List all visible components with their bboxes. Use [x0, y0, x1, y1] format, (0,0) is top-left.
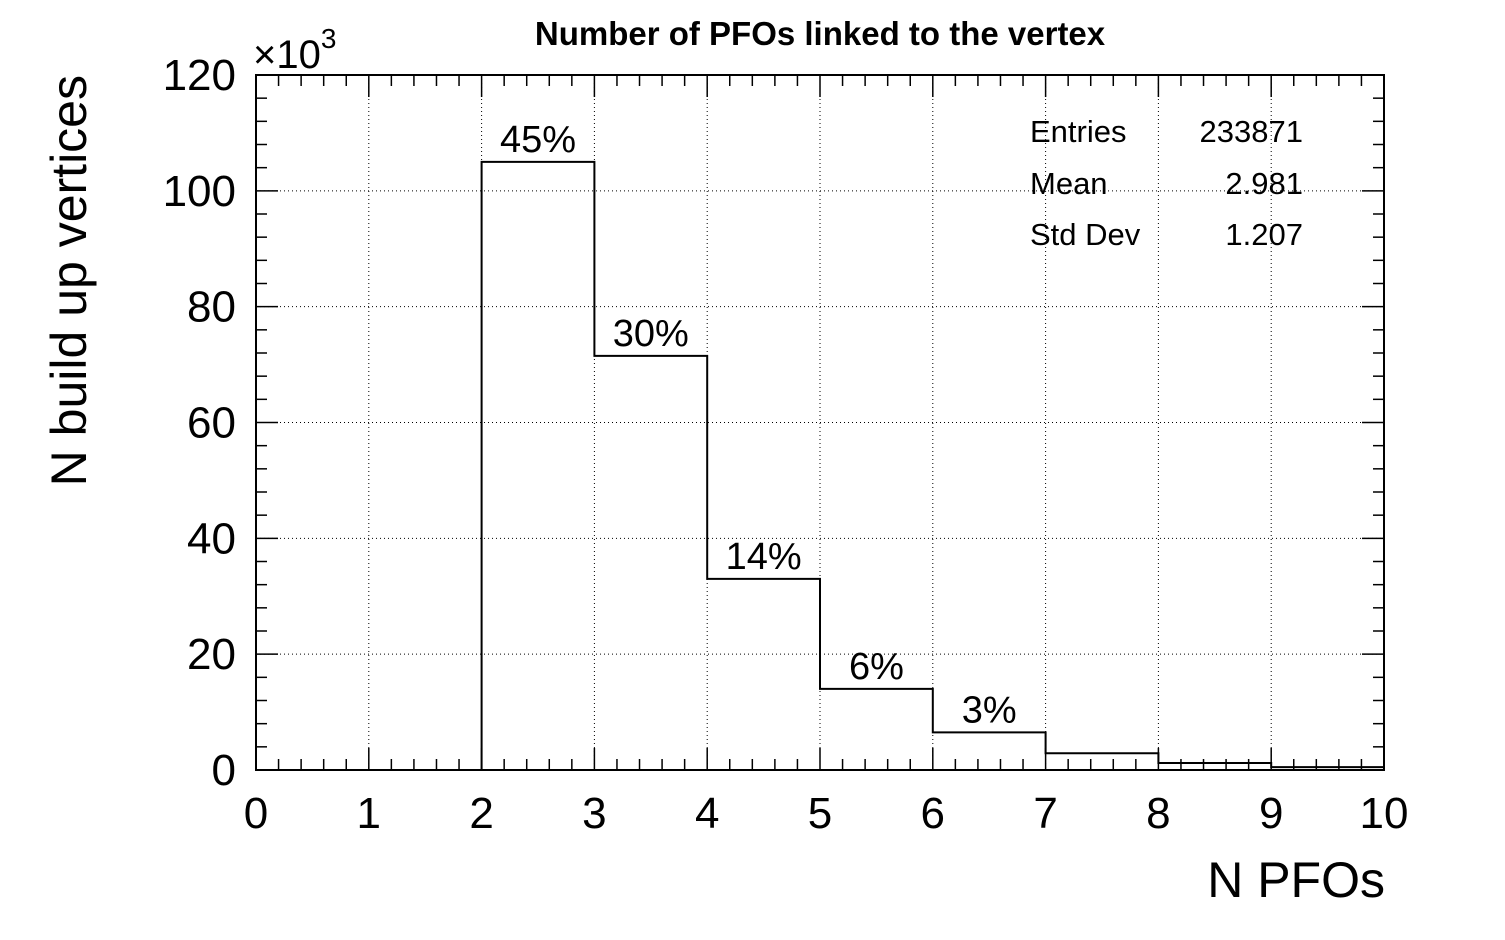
histogram-layer — [256, 160, 1385, 771]
x-tick-label: 4 — [695, 789, 719, 838]
stats-stddev-value: 1.207 — [1225, 217, 1303, 252]
x-tick-label: 8 — [1146, 789, 1170, 838]
stats-mean-value: 2.981 — [1225, 166, 1303, 201]
histogram-outline — [256, 160, 1385, 771]
histogram-bin-8 — [1158, 763, 1271, 770]
histogram-bin-3 — [594, 356, 707, 770]
y-tick-label: 0 — [212, 746, 236, 795]
x-tick-label: 5 — [808, 789, 832, 838]
bin-percent-label: 30% — [613, 313, 689, 355]
y-tick-label: 40 — [187, 514, 236, 563]
y-tick-label: 20 — [187, 630, 236, 679]
y-tick-label: 60 — [187, 399, 236, 448]
bin-percent-label: 14% — [726, 536, 802, 578]
x-tick-label: 9 — [1259, 789, 1283, 838]
x-tick-label: 10 — [1360, 789, 1409, 838]
histogram-bin-6 — [933, 732, 1046, 770]
bin-labels-layer: 45% 30% 14% 6% 3% — [500, 119, 1017, 731]
x-axis-title: N PFOs — [1207, 852, 1385, 908]
stats-box: Entries 233871 Mean 2.981 Std Dev 1.207 — [1030, 114, 1303, 252]
stats-stddev-label: Std Dev — [1030, 217, 1141, 252]
bin-percent-label: 6% — [849, 646, 904, 688]
y-tick-label: 80 — [187, 283, 236, 332]
histogram-bin-4 — [707, 579, 820, 770]
x-tick-label: 1 — [357, 789, 381, 838]
grid-layer — [256, 75, 1384, 770]
bin-percent-label: 3% — [962, 689, 1017, 731]
y-tick-label: 100 — [163, 167, 236, 216]
x-tick-label: 3 — [582, 789, 606, 838]
x-tick-label: 0 — [244, 789, 268, 838]
stats-entries-value: 233871 — [1200, 114, 1303, 149]
x-tick-label: 2 — [469, 789, 493, 838]
histogram-bin-5 — [820, 689, 933, 770]
chart-title: Number of PFOs linked to the vertex — [535, 15, 1106, 52]
y-axis-multiplier: ×103 — [253, 23, 336, 77]
y-tick-label: 120 — [163, 51, 236, 100]
stats-entries-label: Entries — [1030, 114, 1126, 149]
x-tick-label: 7 — [1033, 789, 1057, 838]
histogram-bin-7 — [1046, 753, 1159, 770]
bin-percent-label: 45% — [500, 119, 576, 161]
histogram-bin-2 — [482, 162, 595, 770]
y-axis-title: N build up vertices — [41, 75, 97, 486]
stats-mean-label: Mean — [1030, 166, 1108, 201]
x-tick-label: 6 — [921, 789, 945, 838]
